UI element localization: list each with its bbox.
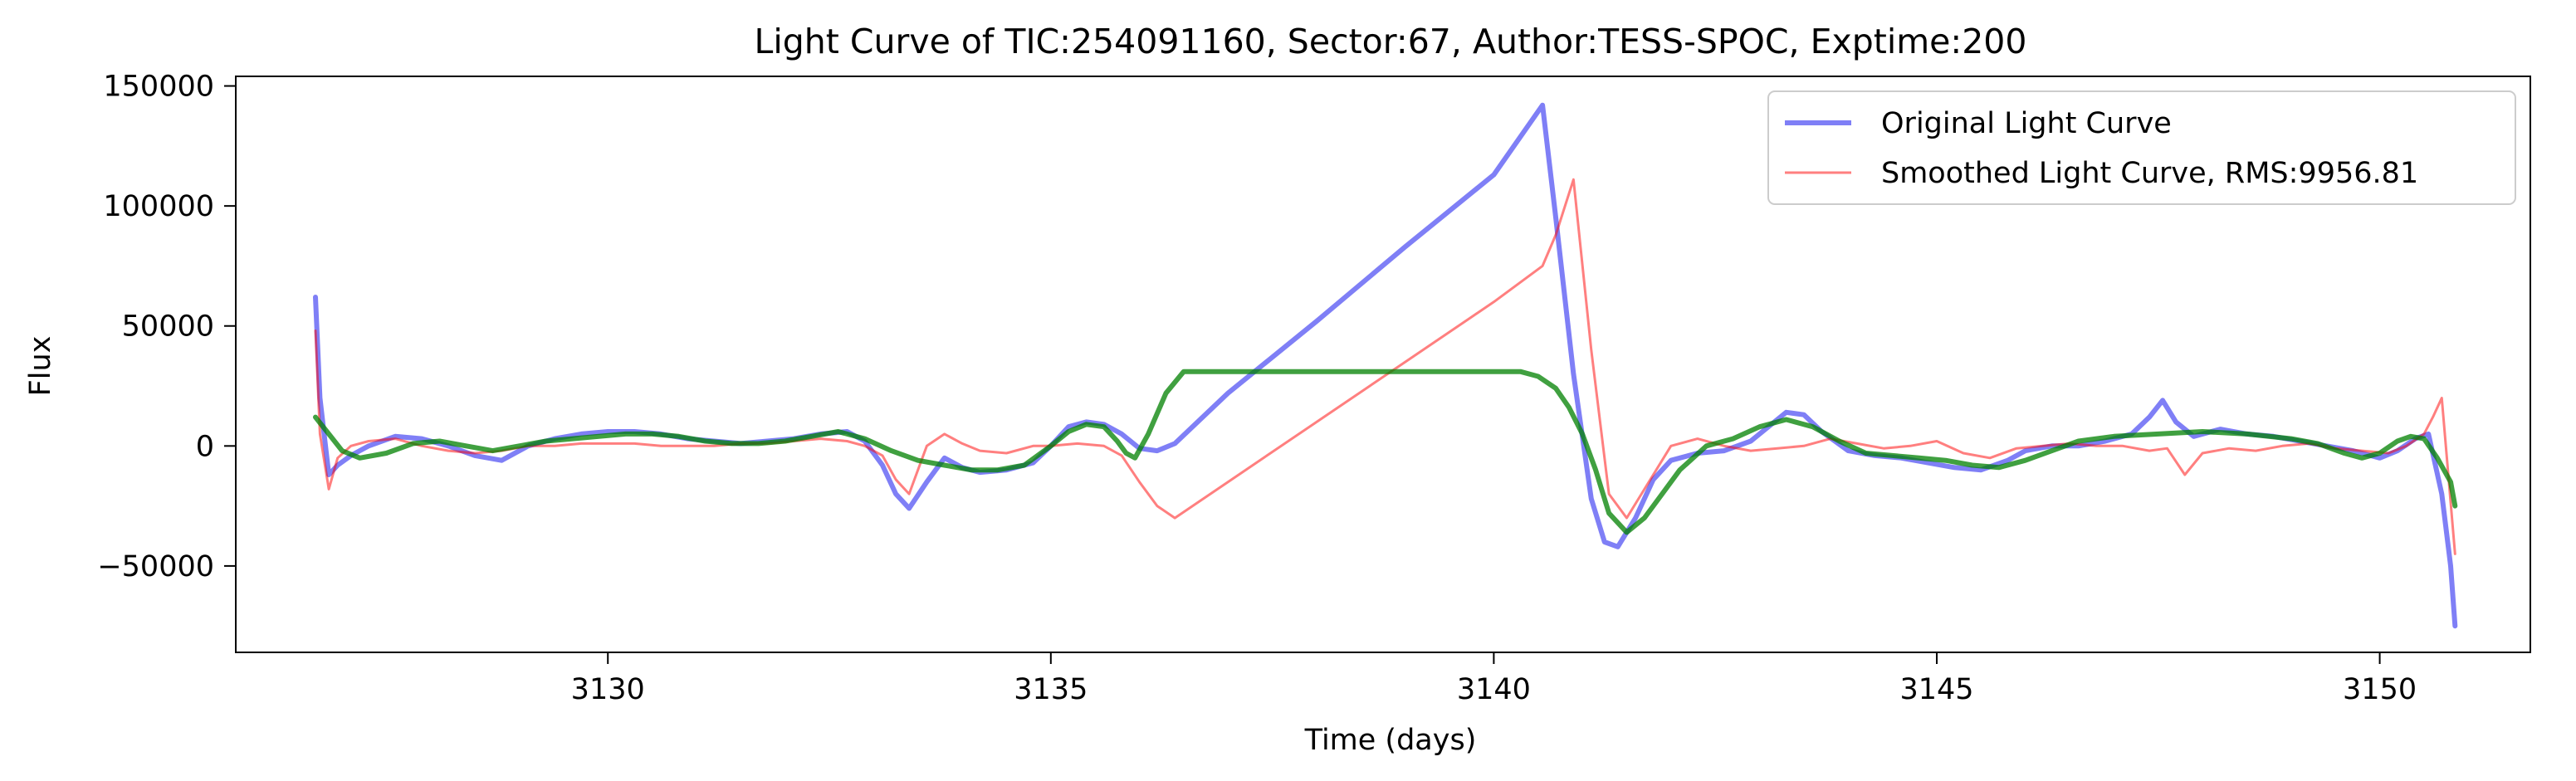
- legend: Original Light Curve Smoothed Light Curv…: [1767, 90, 2516, 205]
- axes-frame: [235, 76, 2531, 653]
- y-tick-label: 100000: [103, 190, 214, 223]
- plot-area: [235, 76, 2531, 653]
- y-tick-label: 50000: [122, 310, 214, 344]
- x-axis: 3130 3135 3140 3145 3150: [571, 652, 2417, 706]
- legend-label-smoothed: Smoothed Light Curve, RMS:9956.81: [1881, 157, 2418, 190]
- x-tick-label: 3150: [2343, 673, 2417, 706]
- series-line-smoothed: [314, 178, 2456, 555]
- y-tick-label: −50000: [97, 550, 214, 583]
- y-tick-label: 0: [196, 430, 214, 463]
- x-tick-label: 3145: [1899, 673, 1973, 706]
- x-tick-label: 3130: [571, 673, 645, 706]
- series-layer: [313, 102, 2458, 629]
- chart-title: Light Curve of TIC:254091160, Sector:67,…: [755, 22, 2027, 61]
- legend-box: [1767, 90, 2516, 205]
- x-tick-label: 3135: [1014, 673, 1088, 706]
- series-line-fit: [313, 369, 2458, 535]
- y-tick-label: 150000: [103, 71, 214, 104]
- y-axis-label: Flux: [24, 336, 57, 397]
- legend-label-original: Original Light Curve: [1881, 107, 2172, 140]
- y-axis: −50000 0 50000 100000 150000: [97, 71, 236, 583]
- x-axis-label: Time (days): [1304, 724, 1477, 757]
- x-tick-label: 3140: [1457, 673, 1531, 706]
